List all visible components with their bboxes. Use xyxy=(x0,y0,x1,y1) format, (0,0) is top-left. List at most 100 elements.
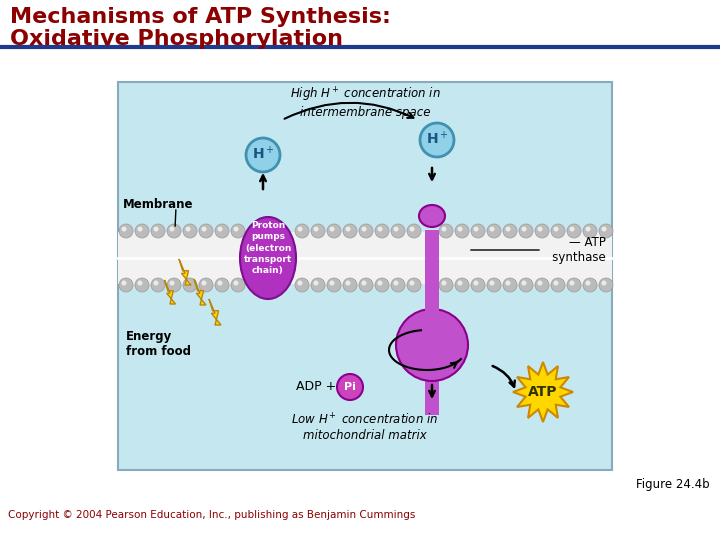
Text: Pi: Pi xyxy=(344,382,356,392)
Circle shape xyxy=(119,224,133,238)
Circle shape xyxy=(567,224,581,238)
Circle shape xyxy=(153,226,158,232)
Circle shape xyxy=(330,280,335,286)
Text: Mechanisms of ATP Synthesis:: Mechanisms of ATP Synthesis: xyxy=(10,7,391,27)
Circle shape xyxy=(153,280,158,286)
Circle shape xyxy=(439,278,453,292)
Circle shape xyxy=(151,224,165,238)
Polygon shape xyxy=(513,362,573,422)
Text: ADP +: ADP + xyxy=(296,381,340,394)
Circle shape xyxy=(346,226,351,232)
Circle shape xyxy=(567,278,581,292)
Circle shape xyxy=(420,123,454,157)
Circle shape xyxy=(583,278,597,292)
Circle shape xyxy=(505,280,510,286)
Polygon shape xyxy=(194,279,206,305)
Circle shape xyxy=(346,280,351,286)
Circle shape xyxy=(138,280,143,286)
Text: H$^+$: H$^+$ xyxy=(426,130,449,147)
Circle shape xyxy=(407,224,421,238)
Circle shape xyxy=(361,280,366,286)
Text: Energy
from food: Energy from food xyxy=(126,330,191,358)
Circle shape xyxy=(202,226,207,232)
Ellipse shape xyxy=(419,205,445,227)
Bar xyxy=(425,279,439,345)
Text: — ATP
   synthase: — ATP synthase xyxy=(541,236,606,264)
Circle shape xyxy=(439,224,453,238)
Circle shape xyxy=(554,280,559,286)
Circle shape xyxy=(407,278,421,292)
Circle shape xyxy=(554,226,559,232)
Ellipse shape xyxy=(396,309,468,381)
Circle shape xyxy=(441,280,446,286)
Circle shape xyxy=(199,224,213,238)
Circle shape xyxy=(122,226,127,232)
Text: Proton
pumps
(electron
transport
chain): Proton pumps (electron transport chain) xyxy=(244,221,292,275)
Circle shape xyxy=(311,278,325,292)
Text: Oxidative Phosphorylation: Oxidative Phosphorylation xyxy=(10,29,343,49)
Circle shape xyxy=(138,226,143,232)
Circle shape xyxy=(490,280,495,286)
Text: ATP: ATP xyxy=(528,385,558,399)
Circle shape xyxy=(474,226,479,232)
Circle shape xyxy=(471,278,485,292)
Circle shape xyxy=(202,280,207,286)
Bar xyxy=(118,232,612,284)
Circle shape xyxy=(330,226,335,232)
Circle shape xyxy=(377,280,382,286)
Circle shape xyxy=(199,278,213,292)
Circle shape xyxy=(599,224,613,238)
Circle shape xyxy=(490,226,495,232)
Circle shape xyxy=(231,278,245,292)
Circle shape xyxy=(375,278,389,292)
Circle shape xyxy=(135,278,149,292)
Circle shape xyxy=(455,224,469,238)
Bar xyxy=(425,230,439,286)
Circle shape xyxy=(570,280,575,286)
Circle shape xyxy=(135,224,149,238)
Circle shape xyxy=(410,280,415,286)
Circle shape xyxy=(122,280,127,286)
Circle shape xyxy=(119,278,133,292)
Text: Low H$^+$ concentration in
mitochondrial matrix: Low H$^+$ concentration in mitochondrial… xyxy=(292,412,438,442)
Circle shape xyxy=(474,280,479,286)
Circle shape xyxy=(297,226,302,232)
Bar xyxy=(118,82,612,470)
Circle shape xyxy=(297,280,302,286)
Circle shape xyxy=(295,278,309,292)
Circle shape xyxy=(215,278,229,292)
Circle shape xyxy=(601,226,606,232)
Circle shape xyxy=(394,280,398,286)
Circle shape xyxy=(233,280,238,286)
Text: H$^+$: H$^+$ xyxy=(252,145,274,163)
Circle shape xyxy=(410,226,415,232)
Polygon shape xyxy=(164,280,176,304)
Circle shape xyxy=(519,224,533,238)
Polygon shape xyxy=(179,259,191,285)
Circle shape xyxy=(521,280,526,286)
Text: Membrane: Membrane xyxy=(123,199,194,212)
Circle shape xyxy=(337,374,363,400)
Circle shape xyxy=(246,138,280,172)
Text: Figure 24.4b: Figure 24.4b xyxy=(636,478,710,491)
Circle shape xyxy=(167,278,181,292)
Circle shape xyxy=(394,226,398,232)
Circle shape xyxy=(519,278,533,292)
Circle shape xyxy=(457,280,462,286)
Circle shape xyxy=(327,278,341,292)
Circle shape xyxy=(186,226,191,232)
Circle shape xyxy=(343,224,357,238)
Circle shape xyxy=(535,278,549,292)
Circle shape xyxy=(343,278,357,292)
Text: Copyright © 2004 Pearson Education, Inc., publishing as Benjamin Cummings: Copyright © 2004 Pearson Education, Inc.… xyxy=(8,510,415,520)
Circle shape xyxy=(487,224,501,238)
Circle shape xyxy=(599,278,613,292)
Circle shape xyxy=(538,226,542,232)
Circle shape xyxy=(169,280,174,286)
Circle shape xyxy=(183,278,197,292)
Circle shape xyxy=(186,280,191,286)
Ellipse shape xyxy=(240,217,296,299)
Circle shape xyxy=(538,280,542,286)
Text: High H$^+$ concentration in
intermembrane space: High H$^+$ concentration in intermembran… xyxy=(289,86,441,119)
Circle shape xyxy=(505,226,510,232)
